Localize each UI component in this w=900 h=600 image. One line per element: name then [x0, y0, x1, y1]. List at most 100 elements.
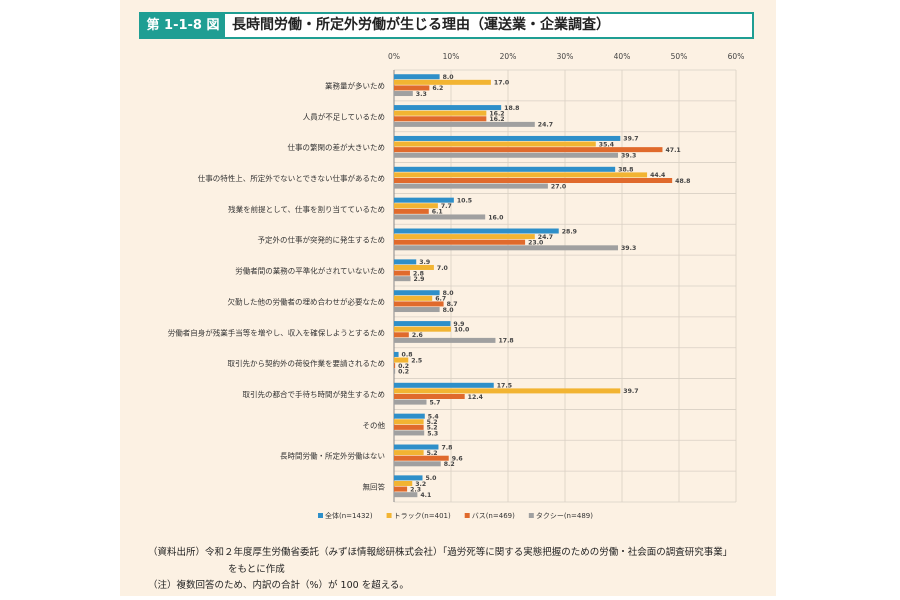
category-label: 労働者自身が残業手当等を増やし、収入を確保しようとするため	[168, 327, 385, 337]
legend-swatch	[386, 513, 392, 518]
bar	[394, 492, 418, 498]
bar	[394, 357, 409, 363]
bar	[394, 301, 444, 307]
data-label: 4.1	[420, 492, 431, 499]
data-label: 3.3	[416, 91, 427, 98]
bar	[394, 208, 429, 214]
data-label: 48.8	[675, 178, 690, 185]
data-label: 44.4	[650, 172, 666, 179]
data-label: 17.0	[494, 80, 510, 87]
data-label: 16.0	[488, 214, 504, 221]
bar	[394, 399, 427, 405]
bar	[394, 270, 410, 276]
bar	[394, 424, 424, 430]
data-label: 5.7	[429, 399, 440, 406]
bar	[394, 480, 413, 486]
data-label: 27.0	[551, 183, 567, 190]
data-label: 3.2	[415, 481, 426, 488]
data-label: 8.0	[443, 290, 455, 297]
bar	[394, 152, 619, 158]
bar	[394, 382, 494, 388]
bar	[394, 172, 648, 178]
bar	[394, 85, 430, 91]
category-label: 労働者間の業務の平準化がされていないため	[235, 266, 385, 276]
x-tick-label: 20%	[500, 52, 517, 61]
bar	[394, 74, 440, 80]
bar	[394, 295, 433, 301]
bar	[394, 351, 399, 357]
legend-label: トラック(n=401)	[394, 512, 451, 520]
bar	[394, 450, 424, 456]
data-label: 2.6	[412, 332, 423, 339]
data-label: 8.7	[447, 301, 458, 308]
bar	[394, 264, 434, 270]
bar	[394, 245, 619, 251]
data-label: 47.1	[665, 147, 680, 154]
bar	[394, 239, 526, 245]
data-label: 0.2	[398, 363, 409, 370]
figure-title-bar: 第 1-1-8 図 長時間労働・所定外労働が生じる理由（運送業・企業調査）	[139, 12, 754, 39]
data-label: 2.5	[411, 357, 422, 364]
data-label: 9.9	[453, 321, 464, 328]
bar	[394, 337, 496, 343]
data-label: 6.7	[435, 296, 446, 303]
data-label: 8.0	[443, 74, 455, 81]
bar	[394, 486, 408, 492]
data-label: 7.0	[437, 265, 449, 272]
bar	[394, 166, 616, 172]
data-label: 2.8	[413, 270, 424, 277]
bar	[394, 455, 449, 461]
bar	[394, 332, 409, 338]
data-label: 3.9	[419, 259, 430, 266]
data-label: 12.4	[468, 394, 484, 401]
data-label: 17.5	[497, 383, 512, 390]
data-label: 7.8	[441, 444, 452, 451]
bar	[394, 307, 440, 313]
data-label: 23.0	[528, 240, 544, 247]
data-label: 5.2	[427, 419, 438, 426]
bar	[394, 203, 438, 209]
category-label: 長時間労働・所定外労働はない	[280, 451, 385, 461]
data-label: 8.0	[443, 307, 455, 314]
bar	[394, 183, 548, 189]
bar	[394, 121, 535, 127]
data-label: 5.2	[427, 425, 438, 432]
x-tick-label: 60%	[728, 52, 745, 61]
x-tick-label: 0%	[388, 52, 400, 61]
data-label: 38.8	[618, 167, 633, 174]
legend-swatch	[464, 513, 470, 518]
bar	[394, 105, 502, 111]
legend-swatch	[528, 513, 534, 518]
footnote: （注）複数回答のため、内訳の合計（%）が 100 を超える。	[148, 580, 409, 591]
bar	[394, 141, 596, 147]
data-label: 39.3	[621, 153, 636, 160]
category-label: 業務量が多いため	[325, 80, 385, 90]
bar	[394, 475, 423, 481]
data-label: 39.3	[621, 245, 636, 252]
legend-label: バス(n=469)	[472, 512, 515, 520]
bar	[394, 413, 425, 419]
bar	[394, 394, 465, 399]
bar	[394, 110, 487, 116]
data-label: 7.7	[441, 203, 452, 210]
bar	[394, 430, 425, 436]
x-tick-label: 10%	[443, 52, 460, 61]
data-label: 5.2	[427, 450, 438, 457]
data-label: 17.8	[498, 338, 513, 345]
category-label: 取引先から契約外の荷役作業を要請されるため	[228, 358, 386, 368]
bar	[394, 147, 663, 153]
category-label: 人員が不足しているため	[303, 111, 385, 121]
source-note-line1: （資料出所）令和２年度厚生労働省委託（みずほ情報総研株式会社）「過労死等に関する…	[148, 547, 733, 558]
bar	[394, 461, 441, 467]
bar	[394, 178, 673, 183]
legend-swatch	[318, 513, 323, 518]
bar	[394, 326, 451, 332]
data-label: 10.0	[454, 326, 470, 333]
category-label: 欠勤した他の労働者の埋め合わせが必要なため	[228, 296, 386, 306]
data-label: 39.7	[623, 388, 638, 395]
figure-number: 第 1-1-8 図	[141, 14, 225, 37]
bar	[394, 116, 487, 122]
bar	[394, 321, 451, 327]
data-label: 28.9	[562, 228, 577, 235]
